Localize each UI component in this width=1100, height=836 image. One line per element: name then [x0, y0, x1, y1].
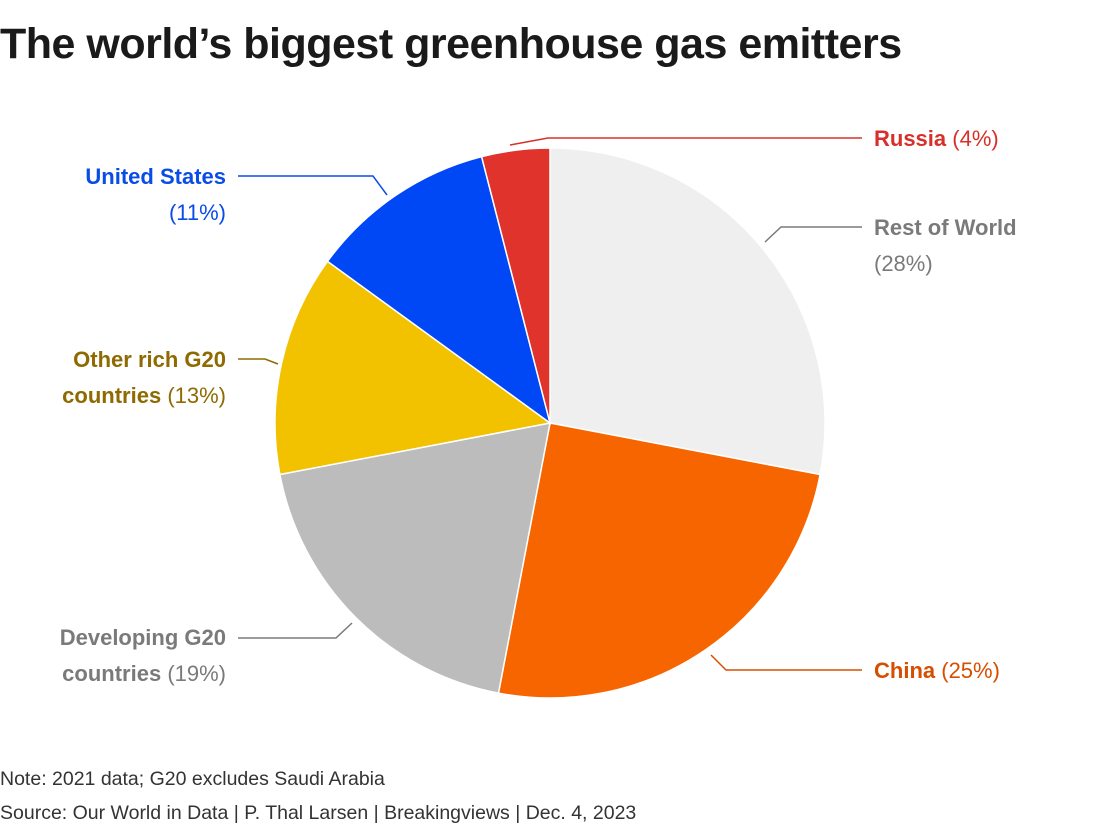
leader-line-china	[710, 654, 862, 671]
pie-slice-russia	[480, 147, 551, 424]
slice-label-name2-developing-g20: countries	[62, 661, 161, 686]
pie-slice-developing-g20	[278, 422, 551, 695]
slice-label-name-united-states: United States	[85, 164, 226, 189]
chart-source: Source: Our World in Data | P. Thal Lars…	[0, 802, 637, 824]
pie-slice-other-rich-g20	[274, 260, 552, 476]
slice-label-rest-of-world: Rest of World	[874, 215, 1017, 240]
slice-label-pct-rest-of-world: (28%)	[874, 251, 933, 276]
slice-label-name2-other-rich-g20: countries	[62, 383, 161, 408]
leader-line-rest-of-world	[764, 226, 862, 243]
leader-lines	[238, 137, 862, 671]
slice-label-pct-other-rich-g20: (13%)	[161, 383, 226, 408]
slice-label-developing-g20: Developing G20	[60, 625, 226, 650]
leader-line-other-rich-g20	[238, 358, 279, 365]
slice-label-line2-united-states: (11%)	[169, 200, 226, 225]
slice-labels: Rest of World (28%) China (25%) Developing …	[60, 126, 1017, 686]
slice-label-pct-china: (25%)	[935, 658, 1000, 683]
leader-line-russia	[509, 137, 862, 146]
slice-label-pct-russia: (4%)	[946, 126, 999, 151]
pie-slice-united-states	[326, 155, 552, 425]
pie-slice-china	[497, 422, 822, 699]
slice-label-line2-other-rich-g20: countries (13%)	[62, 383, 226, 408]
slice-label-name-developing-g20: Developing G20	[60, 625, 226, 650]
slice-label-pct-developing-g20: (19%)	[161, 661, 226, 686]
slice-label-china: China (25%)	[874, 658, 1000, 683]
slice-label-united-states: United States	[85, 164, 226, 189]
slice-label-line2-developing-g20: countries (19%)	[62, 661, 226, 686]
leader-line-developing-g20	[238, 622, 353, 639]
pie-slices	[274, 147, 826, 699]
slice-label-name-rest-of-world: Rest of World	[874, 215, 1017, 240]
pie-chart: Rest of World (28%) China (25%) Developing …	[60, 126, 1017, 699]
slice-label-russia: Russia (4%)	[874, 126, 999, 151]
slice-label-other-rich-g20: Other rich G20	[73, 347, 226, 372]
slice-label-name-china: China	[874, 658, 936, 683]
slice-label-name-russia: Russia	[874, 126, 947, 151]
slice-label-pct-united-states: (11%)	[169, 200, 226, 225]
slice-label-line2-rest-of-world: (28%)	[874, 251, 933, 276]
slice-label-name-other-rich-g20: Other rich G20	[73, 347, 226, 372]
leader-line-united-states	[238, 175, 388, 196]
chart-title: The world’s biggest greenhouse gas emitt…	[0, 20, 902, 68]
chart-note: Note: 2021 data; G20 excludes Saudi Arab…	[0, 768, 385, 790]
pie-slice-rest-of-world	[549, 147, 826, 476]
